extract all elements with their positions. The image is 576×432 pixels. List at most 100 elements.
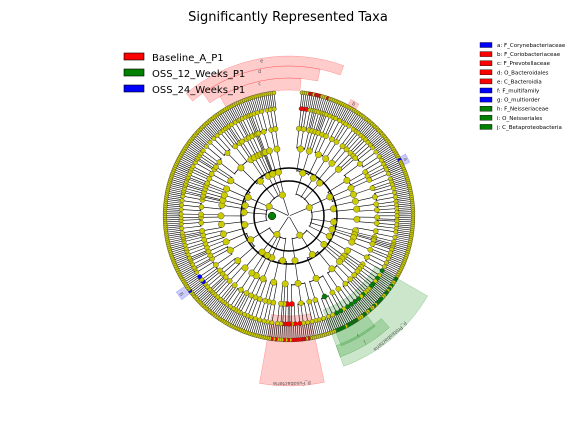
tree-branch [175, 259, 191, 267]
tree-branch [216, 303, 227, 317]
tree-branch [307, 301, 313, 322]
tree-branch [269, 93, 273, 110]
clade-node [265, 203, 273, 210]
tree-branch [374, 236, 394, 242]
clade-node [231, 282, 238, 289]
tree-branch [374, 280, 389, 292]
tree-branch [174, 167, 190, 175]
tree-branch [323, 318, 329, 334]
tree-branch [206, 239, 226, 248]
tree-branch [168, 240, 184, 245]
tree-branch [223, 307, 233, 322]
tree-branch [362, 125, 375, 138]
tree-branch [225, 263, 241, 278]
tree-branch [339, 106, 348, 121]
clade-node [348, 238, 356, 246]
tree-branch [181, 222, 202, 225]
tree-branch [336, 289, 348, 307]
tree-branch [303, 93, 307, 110]
clade-node [208, 171, 215, 177]
tree-branch [331, 315, 339, 330]
tree-branch [361, 123, 373, 137]
tree-branch [300, 177, 314, 198]
tree-branch [212, 278, 228, 293]
clade-node [369, 241, 376, 247]
tree-branch [359, 268, 376, 282]
tree-branch [319, 319, 325, 335]
tree-branch [395, 196, 412, 200]
tree-branch [396, 222, 413, 225]
tree-branch [395, 235, 412, 239]
tree-branch [331, 194, 354, 203]
clade-node [370, 145, 376, 151]
tree-branch [166, 229, 182, 233]
tree-branch [375, 233, 395, 238]
tree-branch [185, 242, 206, 249]
clade-node [255, 110, 260, 116]
tree-branch [317, 163, 333, 182]
tree-branch [312, 321, 317, 337]
tree-branch [214, 302, 225, 316]
tree-branch [305, 93, 309, 110]
tree-branch [380, 273, 394, 283]
tree-branch [320, 297, 329, 317]
tree-branch [310, 111, 317, 131]
clade-node [237, 164, 245, 172]
tree-branch [211, 300, 222, 314]
clade-node [272, 126, 279, 132]
tree-branch [284, 260, 287, 284]
tree-branch [183, 192, 204, 198]
clade-node [363, 254, 370, 261]
tree-branch [238, 120, 249, 139]
tree-branch [350, 113, 360, 128]
tree-branch [293, 323, 295, 340]
tree-branch [273, 92, 277, 109]
tree-branch [216, 135, 231, 151]
tree-branch [247, 297, 256, 316]
tree-branch [166, 196, 183, 200]
tree-branch [182, 229, 203, 234]
clade-node [374, 214, 380, 221]
tree-branch [289, 216, 301, 236]
tree-branch [387, 165, 403, 173]
tree-branch [378, 147, 393, 157]
tree-branch [391, 250, 407, 257]
clade-node [220, 230, 227, 238]
tree-branch [328, 316, 335, 332]
tree-branch [330, 232, 352, 243]
tree-branch [337, 125, 350, 143]
tree-branch [251, 253, 265, 274]
clade-node [392, 194, 398, 200]
clade-node [342, 280, 349, 287]
tree-branch [306, 131, 313, 151]
tree-branch [206, 296, 218, 310]
clade-node [328, 159, 336, 167]
tree-branch [190, 140, 204, 151]
tree-branch [396, 228, 413, 231]
clade-node [356, 296, 361, 302]
tree-branch [166, 235, 183, 239]
tree-branch [291, 237, 296, 261]
clade-node [333, 139, 340, 145]
tree-branch [362, 294, 375, 307]
tree-branch [260, 181, 276, 200]
tree-branch [280, 283, 284, 304]
tree-branch [375, 142, 390, 153]
tree-branch [366, 163, 384, 175]
tree-branch [197, 289, 210, 301]
tree-branch [253, 113, 261, 133]
tree-branch [202, 126, 215, 139]
clade-node [323, 133, 329, 139]
tree-branch [184, 239, 205, 246]
tree-branch [376, 208, 397, 211]
tree-branch [255, 319, 261, 336]
tree-branch [344, 254, 362, 267]
tree-branch [187, 178, 207, 187]
tree-branch [299, 92, 303, 109]
tree-branch [311, 132, 319, 152]
tree-branch [322, 98, 329, 114]
clade-node [305, 204, 313, 211]
tree-branch [396, 219, 413, 221]
clade-node [373, 220, 380, 226]
tree-branch [330, 293, 341, 311]
